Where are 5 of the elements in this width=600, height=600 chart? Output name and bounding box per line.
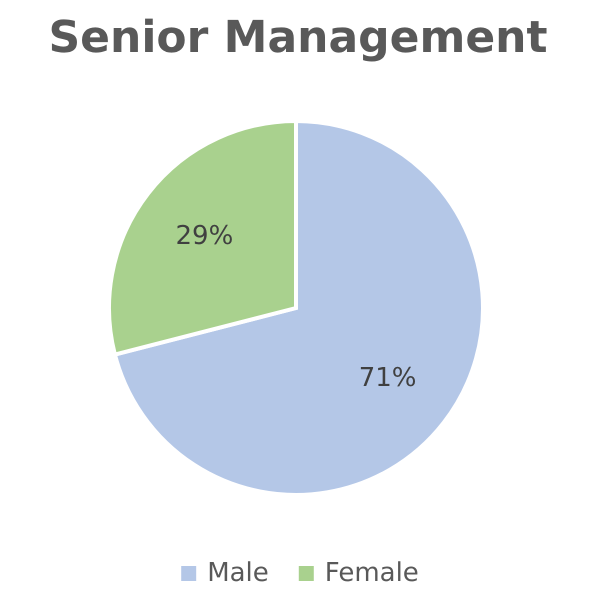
legend-label: Male: [207, 558, 269, 588]
data-label: 29%: [175, 221, 234, 252]
data-label: 71%: [358, 363, 417, 394]
chart-title: Senior Management: [48, 12, 548, 63]
legend-label: Female: [324, 558, 419, 588]
